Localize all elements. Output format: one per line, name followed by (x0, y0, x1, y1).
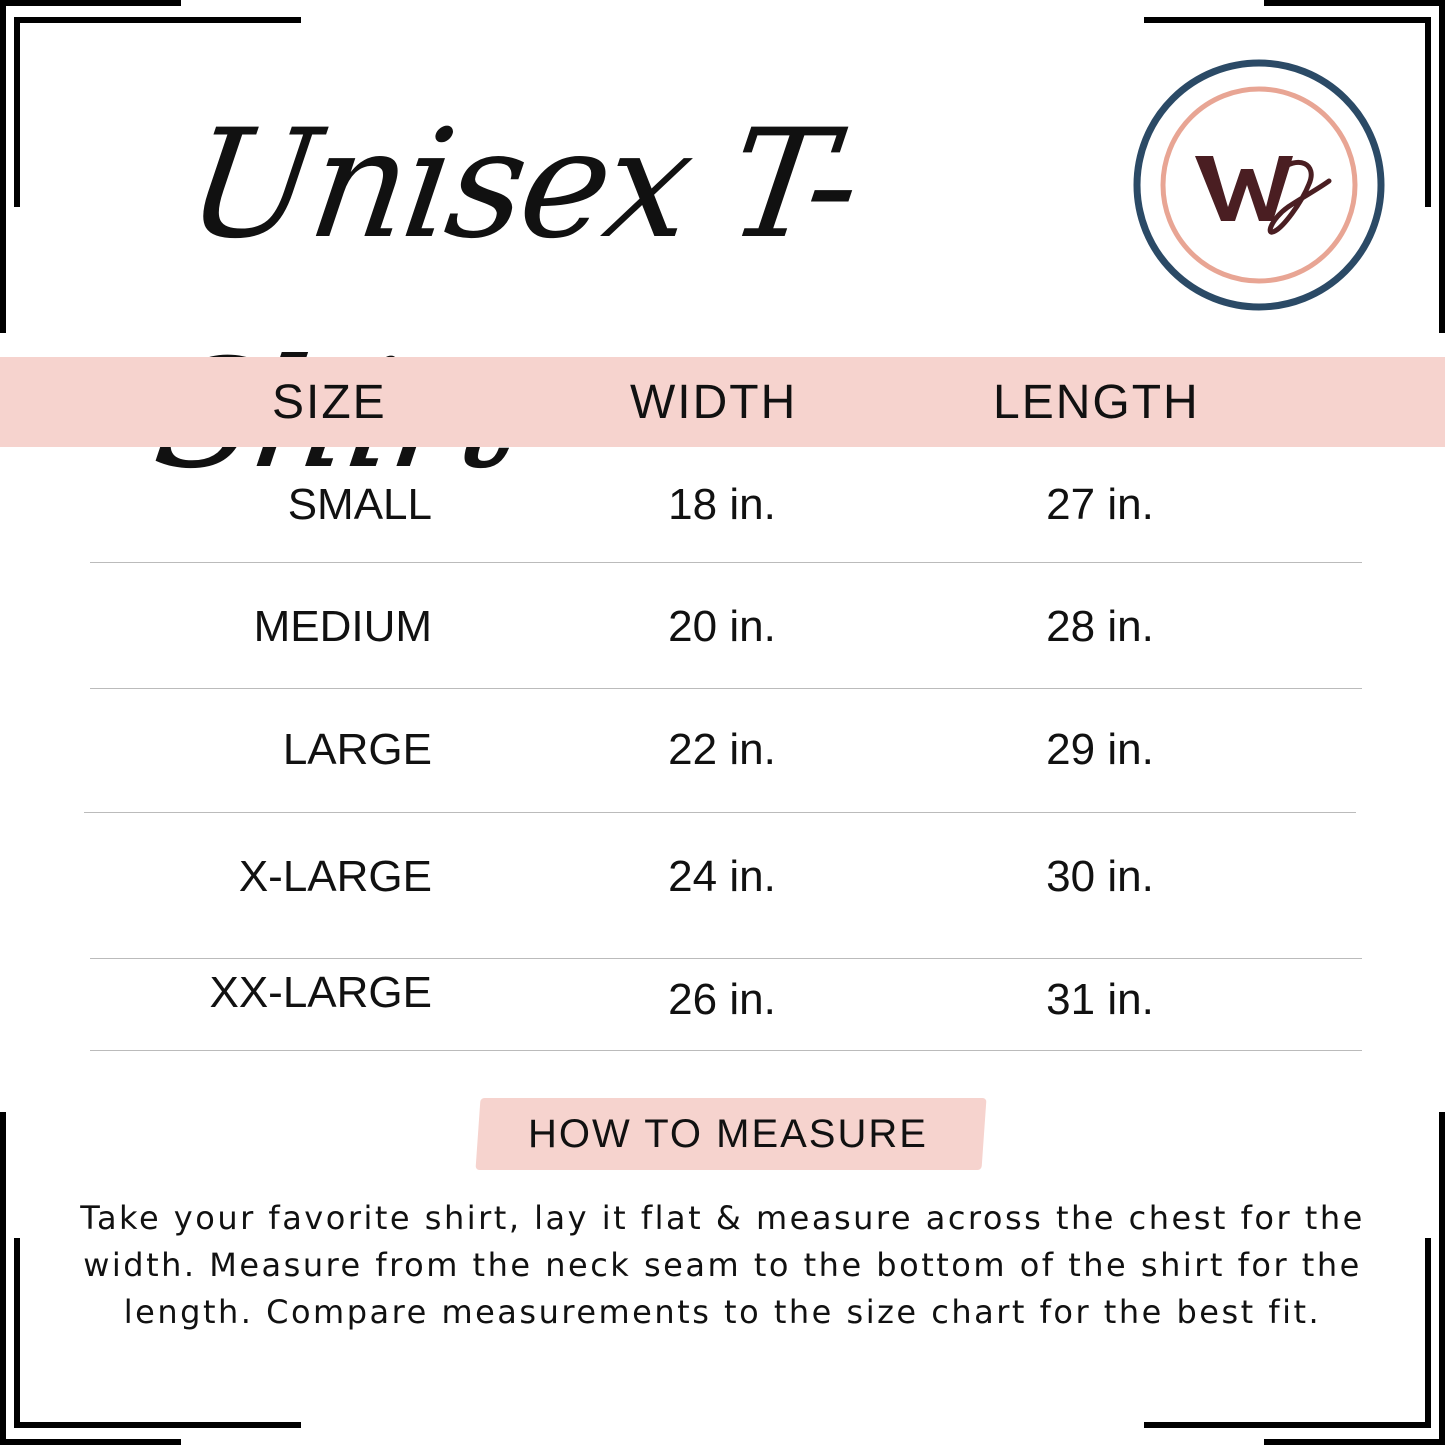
size-cell: LARGE (282, 725, 432, 774)
column-header-size: SIZE (272, 376, 387, 429)
how-to-measure-heading: HOW TO MEASURE (528, 1112, 928, 1156)
row-divider (90, 688, 1362, 689)
how-to-measure-text: Take your favorite shirt, lay it flat & … (80, 1199, 1365, 1331)
column-header-width: WIDTH (630, 376, 798, 429)
size-cell: MEDIUM (253, 602, 432, 651)
row-divider (90, 562, 1362, 563)
width-cell: 26 in. (668, 975, 776, 1024)
length-cell: 30 in. (1046, 852, 1154, 901)
length-cell: 31 in. (1046, 975, 1154, 1024)
row-divider (90, 958, 1362, 959)
row-divider (84, 812, 1356, 813)
width-cell: 18 in. (668, 480, 776, 529)
length-cell: 28 in. (1046, 602, 1154, 651)
size-cell: XX-LARGE (209, 968, 432, 1017)
page-title: Unisex T-Shirt (145, 98, 867, 502)
length-cell: 29 in. (1046, 725, 1154, 774)
length-cell: 27 in. (1046, 480, 1154, 529)
row-divider (90, 1050, 1362, 1051)
width-cell: 24 in. (668, 852, 776, 901)
width-cell: 22 in. (668, 725, 776, 774)
column-header-length: LENGTH (993, 376, 1200, 429)
brand-logo (1133, 59, 1385, 311)
table-header-band (0, 357, 1445, 447)
size-cell: SMALL (287, 480, 432, 529)
width-cell: 20 in. (668, 602, 776, 651)
size-cell: X-LARGE (238, 852, 432, 901)
